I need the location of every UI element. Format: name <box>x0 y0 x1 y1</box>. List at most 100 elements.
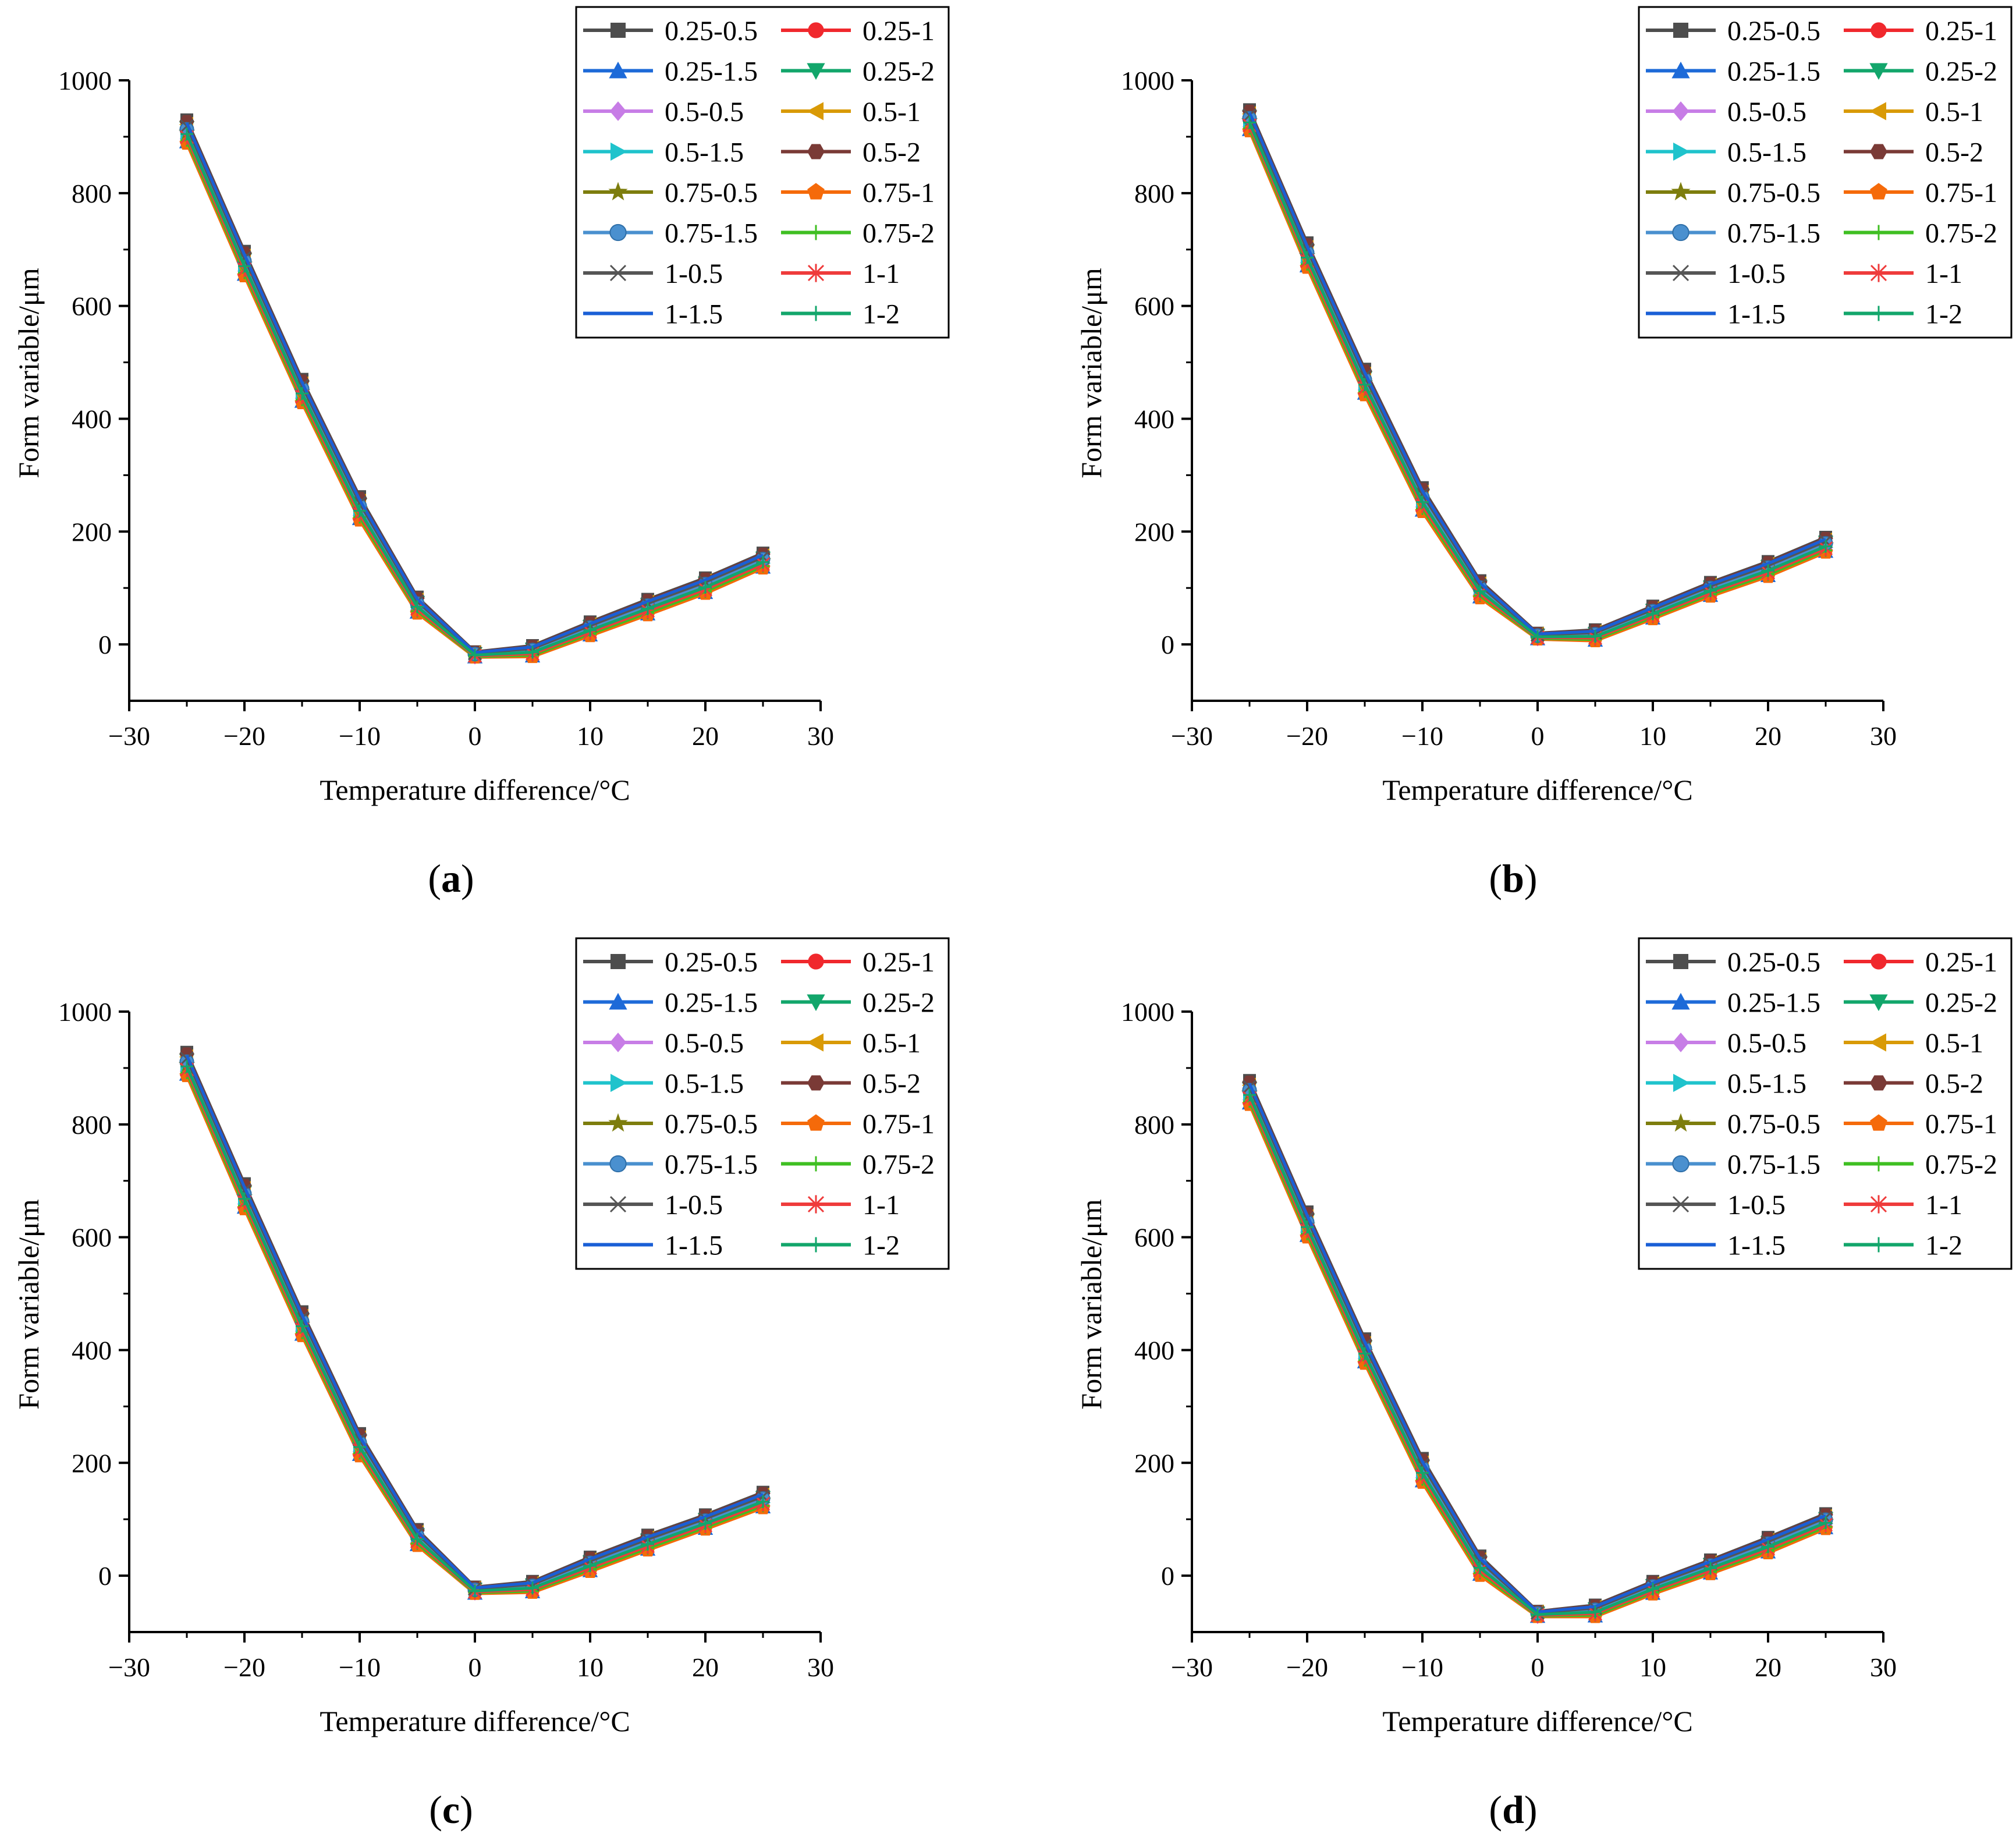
y-tick-label: 0 <box>1161 1561 1174 1591</box>
x-tick-label: 10 <box>577 1652 604 1682</box>
legend-item-0.75-1.5: 0.75-1.5 <box>583 1150 758 1180</box>
legend-item-0.25-0.5: 0.25-0.5 <box>583 16 758 47</box>
legend-item-1-1: 1-1 <box>1844 258 1962 289</box>
legend-label: 0.75-2 <box>1925 218 1997 249</box>
legend-marker <box>807 63 825 80</box>
legend-label: 0.75-2 <box>863 218 935 249</box>
legend-item-0.25-1.5: 0.25-1.5 <box>583 988 758 1019</box>
legend-label: 0.75-1.5 <box>665 218 758 249</box>
legend-box <box>1638 937 2013 1270</box>
legend-marker <box>1869 63 1888 80</box>
chart-panel-b: −30 −20 −10 0 10 20 30 0 200 400 600 800 1000 Tempera… <box>1075 6 2013 806</box>
legend-marker <box>807 1075 825 1091</box>
data-point <box>1531 1608 1544 1621</box>
legend-marker <box>1672 1196 1690 1213</box>
y-tick-label: 1000 <box>1121 66 1174 95</box>
y-axis-title: Form variable/μm <box>12 268 45 478</box>
x-axis-title: Temperature difference/°C <box>320 774 630 806</box>
data-point <box>1243 1088 1256 1102</box>
legend-item-0.75-1.5: 0.75-1.5 <box>1646 218 1820 249</box>
legend-marker <box>1871 306 1886 321</box>
x-tick-label: 20 <box>692 1652 719 1682</box>
legend-label: 1-1 <box>1925 1190 1962 1221</box>
panel-label-c: (c) <box>429 1787 473 1832</box>
data-point <box>238 260 251 273</box>
legend-item-1-0.5: 1-0.5 <box>1646 1190 1786 1221</box>
legend: 0.25-0.5 0.25-1 0.25-1.5 0.25-2 0.5-0.5 0.5-1… <box>575 937 950 1270</box>
legend-item-0.25-0.5: 0.25-0.5 <box>583 947 758 978</box>
y-tick-label: 400 <box>1134 404 1174 434</box>
x-tick-label: 20 <box>1755 1652 1781 1682</box>
legend-marker <box>1673 1073 1690 1093</box>
legend-item-1-0.5: 1-0.5 <box>583 1190 723 1221</box>
legend-item-1-2: 1-2 <box>781 299 900 330</box>
legend-label: 0.25-1 <box>863 947 935 978</box>
legend-marker <box>1869 102 1886 120</box>
legend-label: 0.5-2 <box>1925 1069 1983 1099</box>
legend-marker <box>1671 1113 1691 1132</box>
legend-item-1-1: 1-1 <box>1844 1190 1962 1221</box>
x-tick-label: −10 <box>1401 721 1443 751</box>
data-point <box>296 387 308 400</box>
x-tick-label: −20 <box>223 1652 265 1682</box>
legend-item-0.5-0.5: 0.5-0.5 <box>1646 97 1806 127</box>
legend-item-0.25-1: 0.25-1 <box>1844 947 1997 978</box>
legend-label: 0.25-1 <box>1925 947 1997 978</box>
data-point <box>353 504 366 517</box>
legend-marker <box>1671 182 1691 201</box>
legend-marker <box>1871 1237 1886 1253</box>
legend-label: 0.5-0.5 <box>1727 97 1806 127</box>
legend-marker <box>609 1155 627 1173</box>
data-point <box>584 623 597 637</box>
legend-marker <box>1671 61 1690 79</box>
legend-marker <box>808 225 824 240</box>
legend-item-0.75-2: 0.75-2 <box>781 1150 935 1180</box>
legend-label: 0.75-0.5 <box>1727 178 1820 208</box>
legend-marker <box>807 1195 825 1214</box>
legend-item-1-0.5: 1-0.5 <box>583 258 723 289</box>
y-axis-title: Form variable/μm <box>1075 1199 1108 1410</box>
legend-marker <box>611 23 626 38</box>
legend-label: 1-1 <box>1925 258 1962 289</box>
legend-marker <box>1671 992 1690 1010</box>
legend-label: 0.5-0.5 <box>665 1028 744 1059</box>
legend-item-0.5-1: 0.5-1 <box>1844 1028 1983 1059</box>
legend-marker <box>807 994 825 1012</box>
legend-label: 0.75-1.5 <box>1727 218 1820 249</box>
legend-item-1-2: 1-2 <box>1844 299 1962 330</box>
data-point <box>468 1584 481 1598</box>
legend-item-0.75-0.5: 0.75-0.5 <box>583 178 758 208</box>
legend-marker <box>608 1113 628 1132</box>
legend-label: 0.5-1 <box>1925 97 1983 127</box>
legend-marker <box>1871 22 1887 38</box>
data-point <box>1646 1583 1659 1596</box>
series-1-2 <box>180 1060 769 1598</box>
data-point <box>468 648 481 662</box>
data-point <box>1301 1221 1314 1234</box>
legend-item-1-0.5: 1-0.5 <box>1646 258 1786 289</box>
y-axis-title: Form variable/μm <box>12 1199 45 1410</box>
legend-label: 0.25-1 <box>1925 16 1997 47</box>
x-tick-label: 0 <box>468 1652 482 1682</box>
y-tick-label: 1000 <box>58 66 112 95</box>
legend-item-0.25-1: 0.25-1 <box>1844 16 1997 47</box>
legend-item-0.25-1.5: 0.25-1.5 <box>1646 56 1820 87</box>
data-point <box>238 1192 251 1205</box>
legend-label: 0.75-0.5 <box>1727 1109 1820 1140</box>
legend-marker <box>808 22 824 38</box>
x-tick-label: 0 <box>1531 721 1545 751</box>
legend-marker <box>609 1196 627 1213</box>
legend-marker <box>609 224 627 242</box>
data-point <box>353 1441 366 1454</box>
data-point <box>1589 1605 1602 1619</box>
legend-label: 0.5-1 <box>1925 1028 1983 1059</box>
x-tick-label: −30 <box>108 1652 150 1682</box>
legend-item-1-1.5: 1-1.5 <box>583 299 723 330</box>
legend-item-0.5-0.5: 0.5-0.5 <box>1646 1028 1806 1059</box>
x-tick-label: 20 <box>1755 721 1781 751</box>
legend-label: 0.5-2 <box>1925 137 1983 168</box>
legend-item-0.75-2: 0.75-2 <box>781 218 935 249</box>
data-point <box>757 1495 769 1508</box>
legend-label: 0.25-1.5 <box>665 988 758 1019</box>
legend-item-0.75-0.5: 0.75-0.5 <box>583 1109 758 1140</box>
